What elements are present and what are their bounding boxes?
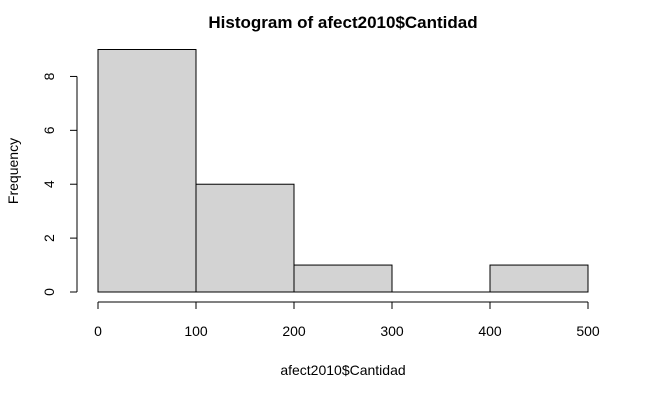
y-tick-label: 6 <box>41 126 57 134</box>
y-tick-label: 4 <box>41 180 57 188</box>
x-tick-label: 400 <box>478 323 502 339</box>
x-axis: 0 100 200 300 400 500 <box>94 301 600 339</box>
chart-title: Histogram of afect2010$Cantidad <box>208 13 477 32</box>
y-axis: 0 2 4 6 8 <box>41 72 78 296</box>
bars-group <box>97 49 589 293</box>
histogram-bar <box>97 49 197 293</box>
histogram-bar <box>195 183 295 293</box>
y-axis-label: Frequency <box>5 138 21 204</box>
x-tick-label: 300 <box>380 323 404 339</box>
x-tick-label: 500 <box>576 323 600 339</box>
y-tick-label: 2 <box>41 234 57 242</box>
x-tick-label: 0 <box>94 323 102 339</box>
histogram-bar <box>489 264 589 293</box>
y-tick-label: 8 <box>41 72 57 80</box>
x-tick-label: 200 <box>282 323 306 339</box>
y-tick-label: 0 <box>41 288 57 296</box>
histogram-bar <box>293 264 393 293</box>
x-axis-label: afect2010$Cantidad <box>280 362 405 378</box>
x-tick-label: 100 <box>184 323 208 339</box>
